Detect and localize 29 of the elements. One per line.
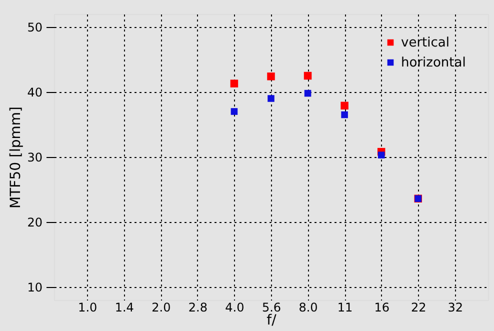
point	[230, 80, 238, 88]
y-tick-label: 20	[27, 216, 42, 230]
x-tick-label: 32	[448, 300, 464, 314]
point	[230, 108, 238, 115]
y-tick-label: 30	[27, 150, 42, 164]
x-tick-label: 5.6	[262, 300, 282, 314]
y-tick-label: 40	[27, 86, 42, 100]
point	[378, 152, 385, 158]
x-tick-label: 1.0	[78, 300, 98, 314]
x-tick-label: 1.4	[114, 300, 134, 314]
x-tick-label: 16	[374, 300, 390, 314]
legend-label: vertical	[401, 36, 450, 50]
y-tick-label: 50	[27, 20, 42, 34]
point	[304, 72, 312, 80]
y-tick-label: 10	[27, 280, 42, 294]
x-tick-label: 2.8	[188, 300, 208, 314]
point	[340, 102, 348, 110]
x-tick-label: 4.0	[225, 300, 244, 314]
point	[304, 90, 312, 97]
x-tick-label: 2.0	[152, 300, 171, 314]
legend-label: horizontal	[401, 56, 466, 70]
x-tick-label: 11	[337, 300, 353, 314]
x-axis-title: f/	[266, 312, 277, 328]
y-axis-title: MTF50 [lpmm]	[8, 106, 24, 208]
point	[267, 72, 275, 80]
point	[268, 95, 274, 102]
x-tick-label: 22	[410, 300, 426, 314]
point	[341, 111, 348, 118]
x-tick-label: 8.0	[298, 300, 318, 314]
